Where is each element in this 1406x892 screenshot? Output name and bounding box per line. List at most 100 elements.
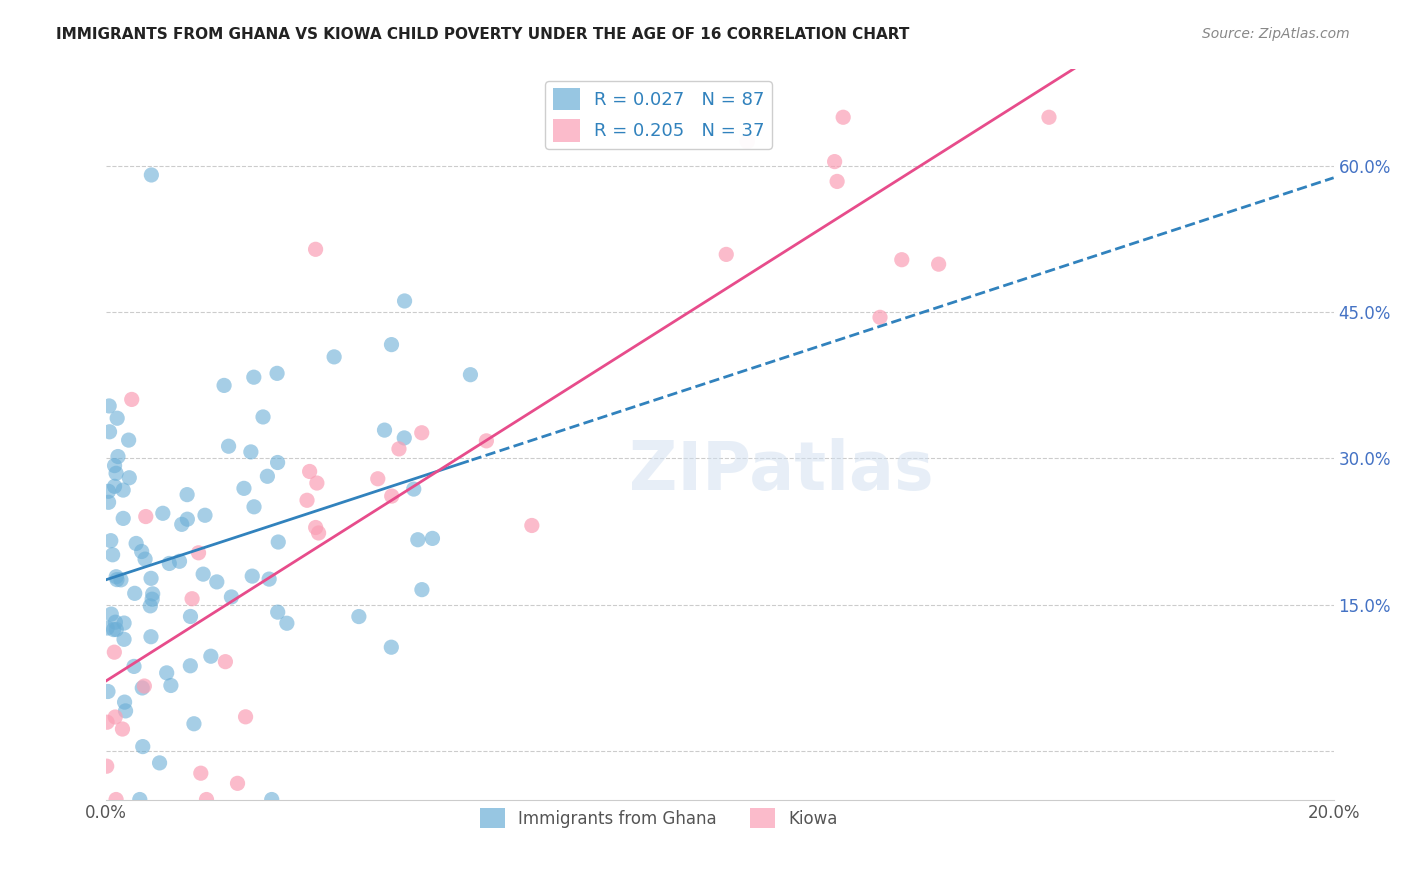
Kiowa [1038,110,1060,124]
Immigrants from Ghana [152,506,174,520]
Immigrants from Ghana [118,471,141,485]
Kiowa [520,518,543,533]
Immigrants from Ghana [169,554,191,568]
Immigrants from Ghana [243,370,266,384]
Immigrants from Ghana [323,350,346,364]
Kiowa [134,679,156,693]
Immigrants from Ghana [97,484,120,499]
Kiowa [381,489,404,503]
Immigrants from Ghana [218,439,240,453]
Immigrants from Ghana [176,512,198,526]
Immigrants from Ghana [139,630,162,644]
Immigrants from Ghana [191,567,214,582]
Immigrants from Ghana [134,552,156,566]
Immigrants from Ghana [97,684,120,698]
Kiowa [367,472,389,486]
Kiowa [411,425,433,440]
Immigrants from Ghana [101,548,124,562]
Immigrants from Ghana [131,681,153,695]
Immigrants from Ghana [139,599,162,613]
Immigrants from Ghana [252,409,274,424]
Immigrants from Ghana [380,337,402,351]
Immigrants from Ghana [141,592,163,607]
Immigrants from Ghana [394,293,416,308]
Immigrants from Ghana [105,570,128,584]
Kiowa [305,476,328,491]
Immigrants from Ghana [148,756,170,770]
Kiowa [388,442,411,456]
Immigrants from Ghana [260,792,283,806]
Immigrants from Ghana [105,411,128,425]
Immigrants from Ghana [422,532,444,546]
Immigrants from Ghana [267,605,290,619]
Legend: Immigrants from Ghana, Kiowa: Immigrants from Ghana, Kiowa [472,801,844,835]
Immigrants from Ghana [157,557,180,571]
Kiowa [111,722,134,736]
Immigrants from Ghana [239,445,262,459]
Immigrants from Ghana [103,623,125,637]
Kiowa [832,110,855,124]
Immigrants from Ghana [110,573,132,587]
Immigrants from Ghana [170,517,193,532]
Immigrants from Ghana [142,587,165,601]
Kiowa [104,710,127,724]
Kiowa [716,247,738,261]
Kiowa [135,509,157,524]
Immigrants from Ghana [221,590,243,604]
Kiowa [475,434,498,448]
Kiowa [235,710,257,724]
Immigrants from Ghana [240,569,263,583]
Immigrants from Ghana [266,456,288,470]
Immigrants from Ghana [105,467,128,481]
Kiowa [181,591,204,606]
Immigrants from Ghana [105,623,128,637]
Kiowa [121,392,143,407]
Immigrants from Ghana [205,574,228,589]
Immigrants from Ghana [98,399,121,413]
Kiowa [304,242,326,256]
Kiowa [890,252,912,267]
Immigrants from Ghana [103,458,125,473]
Immigrants from Ghana [105,573,128,587]
Immigrants from Ghana [179,609,201,624]
Kiowa [96,715,118,730]
Kiowa [825,174,848,188]
Immigrants from Ghana [243,500,266,514]
Immigrants from Ghana [104,615,127,630]
Immigrants from Ghana [100,607,122,621]
Immigrants from Ghana [156,665,179,680]
Immigrants from Ghana [179,658,201,673]
Immigrants from Ghana [103,479,125,493]
Immigrants from Ghana [117,433,139,447]
Kiowa [187,546,209,560]
Kiowa [305,520,328,534]
Immigrants from Ghana [460,368,482,382]
Immigrants from Ghana [114,704,136,718]
Immigrants from Ghana [411,582,433,597]
Immigrants from Ghana [141,168,163,182]
Kiowa [295,493,318,508]
Kiowa [298,465,321,479]
Kiowa [308,526,330,541]
Kiowa [214,655,236,669]
Immigrants from Ghana [122,659,145,673]
Immigrants from Ghana [131,544,153,558]
Immigrants from Ghana [256,469,278,483]
Immigrants from Ghana [112,616,135,631]
Immigrants from Ghana [183,716,205,731]
Immigrants from Ghana [97,495,120,509]
Immigrants from Ghana [128,792,150,806]
Kiowa [195,792,218,806]
Immigrants from Ghana [257,572,280,586]
Immigrants from Ghana [139,571,162,585]
Immigrants from Ghana [98,425,121,439]
Text: ZIPatlas: ZIPatlas [628,438,934,504]
Immigrants from Ghana [212,378,235,392]
Immigrants from Ghana [266,367,288,381]
Text: Source: ZipAtlas.com: Source: ZipAtlas.com [1202,27,1350,41]
Text: IMMIGRANTS FROM GHANA VS KIOWA CHILD POVERTY UNDER THE AGE OF 16 CORRELATION CHA: IMMIGRANTS FROM GHANA VS KIOWA CHILD POV… [56,27,910,42]
Immigrants from Ghana [112,632,135,647]
Kiowa [928,257,950,271]
Immigrants from Ghana [125,536,148,550]
Immigrants from Ghana [406,533,429,547]
